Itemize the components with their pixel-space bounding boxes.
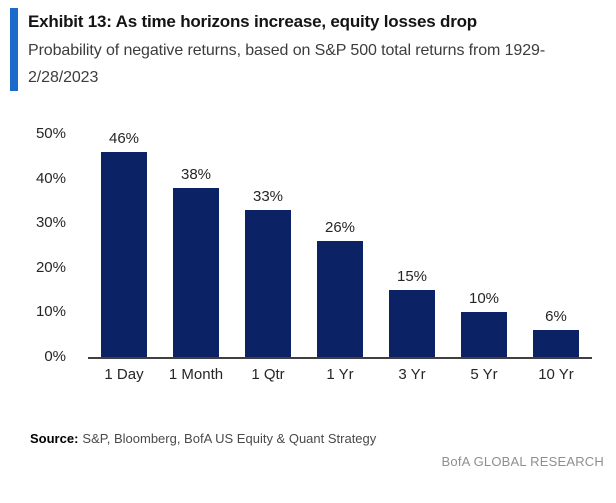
y-axis: 0% 10% 20% 30% 40% 50% <box>0 125 76 365</box>
exhibit-header: Exhibit 13: As time horizons increase, e… <box>10 8 606 91</box>
bar-group-1-month: 38% <box>160 166 232 357</box>
bar-1-month <box>173 187 219 357</box>
bar-value-label-1-day: 46% <box>108 129 140 147</box>
accent-bar <box>10 8 18 91</box>
exhibit-subtitle: Probability of negative returns, based o… <box>28 42 546 86</box>
bar-group-1-qtr: 33% <box>232 188 304 357</box>
x-axis-label-5-yr: 5 Yr <box>470 366 498 383</box>
bar-chart: 0% 10% 20% 30% 40% 50% 46% 38% 33% 26% 15% 10% 6% 1… <box>0 125 616 384</box>
bar-value-label-10-yr: 6% <box>545 308 567 326</box>
bar-1-qtr <box>245 209 291 357</box>
y-axis-tick-label: 10% <box>35 303 66 321</box>
bar-group-1-day: 46% <box>88 130 160 357</box>
y-axis-tick-label: 0% <box>44 348 66 365</box>
bar-1-yr <box>317 241 363 357</box>
x-axis-label-10-yr: 10 Yr <box>538 366 574 383</box>
source-line: Source: S&P, Bloomberg, BofA US Equity & … <box>30 430 606 447</box>
bar-group-1-yr: 26% <box>304 219 376 357</box>
bar-value-label-1-yr: 26% <box>324 219 356 237</box>
x-axis-label-1-day: 1 Day <box>104 366 144 383</box>
source-label: Source: <box>30 431 79 446</box>
bar-value-label-1-month: 38% <box>180 165 212 183</box>
x-axis-label-1-month: 1 Month <box>168 366 224 383</box>
x-axis-label-3-yr: 3 Yr <box>398 366 426 383</box>
exhibit-card: Exhibit 13: As time horizons increase, e… <box>0 8 616 503</box>
y-axis-tick-label: 20% <box>35 258 66 276</box>
brand-text: BofA GLOBAL RESEARCH <box>441 454 604 469</box>
bars-container: 46% 38% 33% 26% 15% 10% 6% <box>88 130 592 357</box>
bar-5-yr <box>461 312 507 357</box>
y-axis-tick-label: 50% <box>35 125 66 142</box>
x-axis-label-1-qtr: 1 Qtr <box>251 366 285 383</box>
bar-value-label-5-yr: 10% <box>468 290 500 308</box>
bar-group-10-yr: 6% <box>520 308 592 357</box>
y-axis-tick-label: 30% <box>35 214 66 232</box>
header-titles: Exhibit 13: As time horizons increase, e… <box>28 8 606 91</box>
exhibit-title: Exhibit 13: As time horizons increase, e… <box>28 12 477 31</box>
bar-10-yr <box>533 330 579 357</box>
x-axis-labels: 1 Day 1 Month 1 Qtr 1 Yr 3 Yr 5 Yr 10 Yr <box>88 366 592 384</box>
bar-value-label-3-yr: 15% <box>396 268 428 286</box>
bar-1-day <box>101 151 147 357</box>
bar-3-yr <box>389 290 435 357</box>
x-axis-label-1-yr: 1 Yr <box>326 366 354 383</box>
bar-value-label-1-qtr: 33% <box>252 187 284 205</box>
bar-group-3-yr: 15% <box>376 268 448 357</box>
y-axis-tick-label: 40% <box>35 169 66 187</box>
plot-area: 0% 10% 20% 30% 40% 50% 46% 38% 33% 26% 15% 10% 6% <box>36 125 592 365</box>
source-text: S&P, Bloomberg, BofA US Equity & Quant S… <box>82 431 377 446</box>
bar-group-5-yr: 10% <box>448 290 520 357</box>
